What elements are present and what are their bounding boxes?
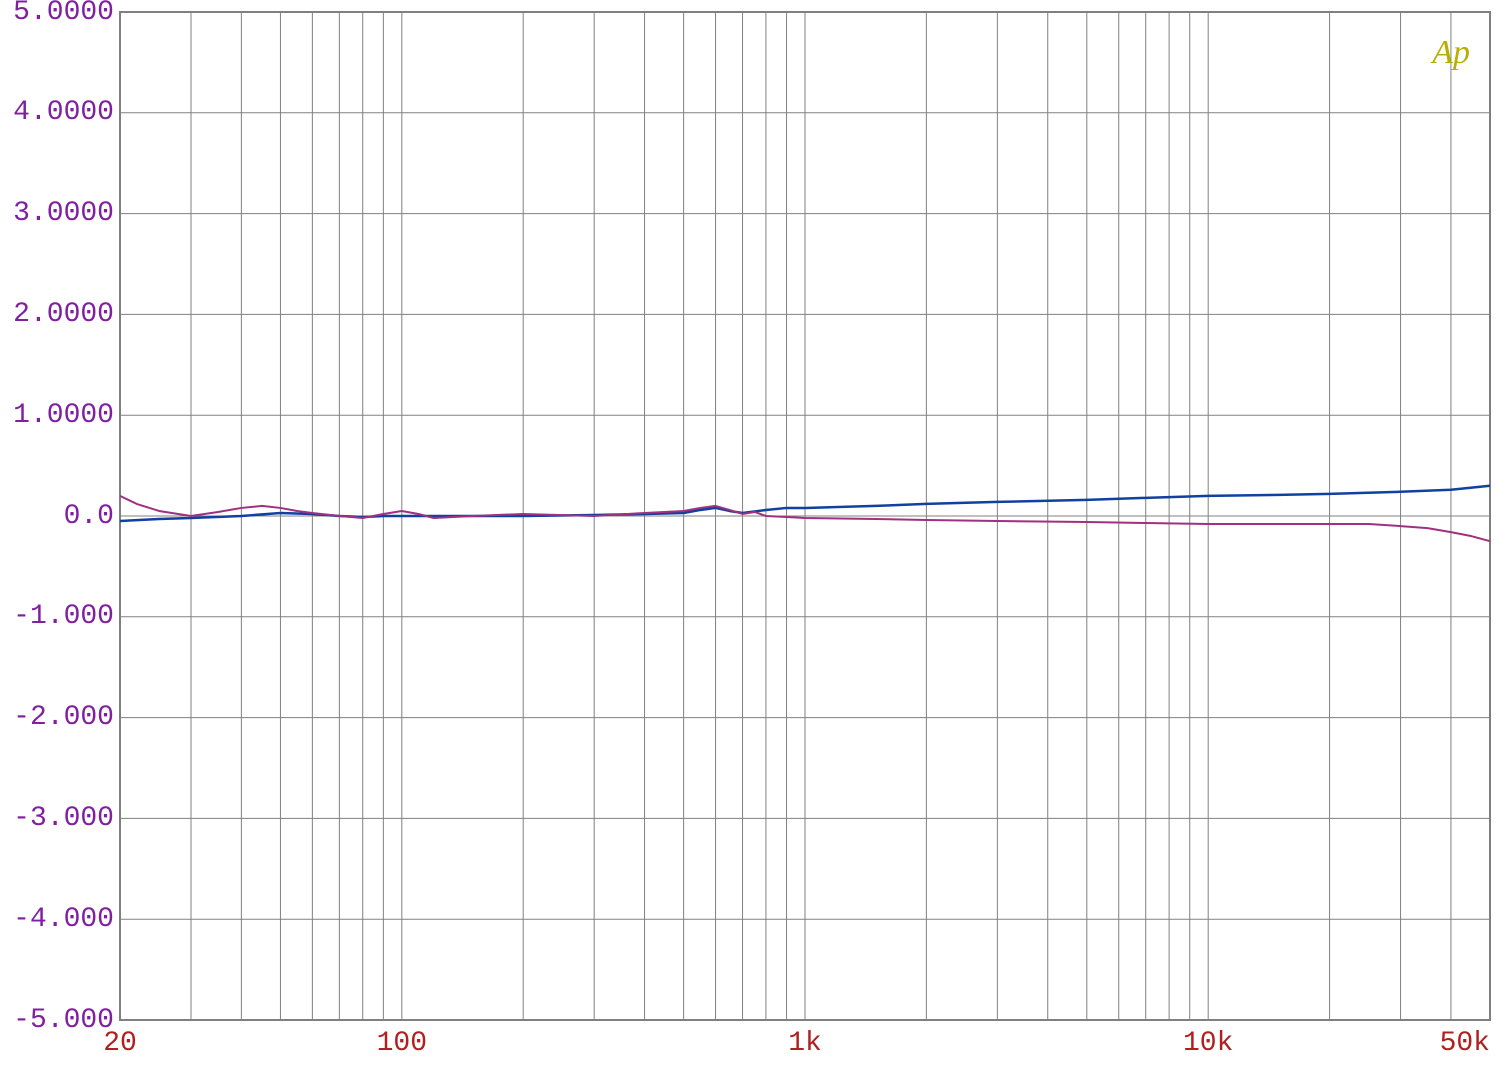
chart-plot-area xyxy=(0,0,1500,1079)
x-tick-label: 10k xyxy=(1183,1028,1233,1059)
x-tick-label: 20 xyxy=(103,1028,137,1059)
y-tick-label: -1.000 xyxy=(13,601,114,632)
x-tick-label: 100 xyxy=(377,1028,427,1059)
y-tick-label: 4.0000 xyxy=(13,97,114,128)
y-tick-label: 0.0 xyxy=(64,501,114,532)
x-tick-label: 1k xyxy=(788,1028,822,1059)
y-tick-label: 5.0000 xyxy=(13,0,114,28)
y-tick-label: -4.000 xyxy=(13,904,114,935)
y-tick-label: -2.000 xyxy=(13,702,114,733)
y-tick-label: -3.000 xyxy=(13,803,114,834)
y-tick-label: 3.0000 xyxy=(13,198,114,229)
y-tick-label: 2.0000 xyxy=(13,299,114,330)
y-tick-label: -5.000 xyxy=(13,1005,114,1036)
audio-precision-watermark: Ap xyxy=(1432,34,1470,72)
frequency-response-chart: Ap 5.0000 4.0000 3.0000 2.0000 1.0000 0.0 -1.0… xyxy=(0,0,1500,1079)
x-tick-label: 50k xyxy=(1440,1028,1490,1059)
y-tick-label: 1.0000 xyxy=(13,400,114,431)
